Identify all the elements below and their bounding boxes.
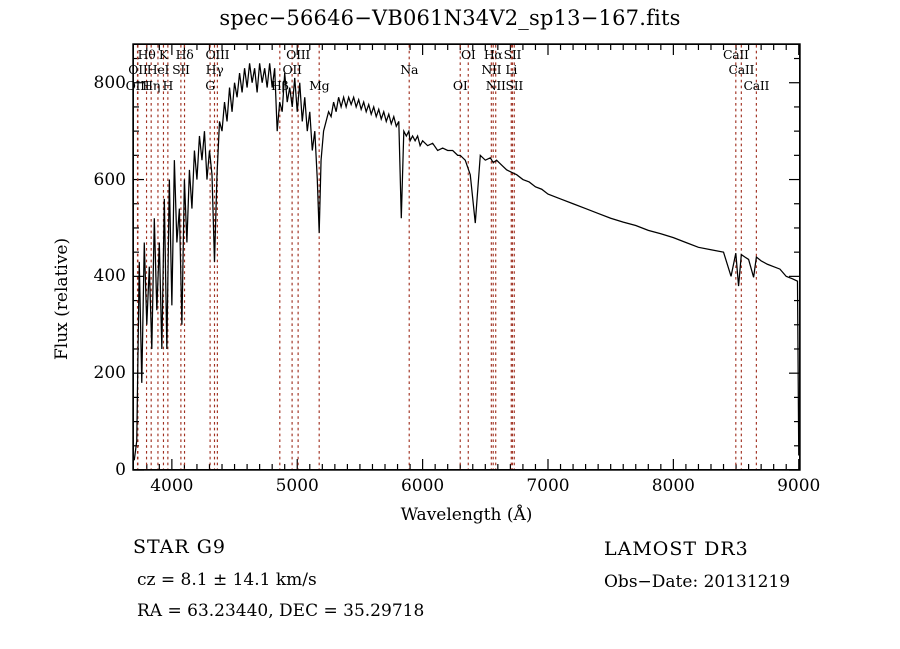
spectral-line-label: NII: [481, 62, 502, 77]
spectral-line-label: Li: [505, 62, 518, 77]
spectral-line-label: SII: [172, 62, 190, 77]
spectral-line-label: CaII: [728, 62, 755, 77]
spectral-line-label: Hγ: [205, 62, 224, 77]
axis-tick-marks: [133, 44, 800, 471]
y-axis-ticks: 0 200 400 600 800: [58, 0, 126, 649]
spectral-line-label: Hδ: [175, 47, 194, 62]
spectral-line-label: Hη: [142, 78, 161, 93]
spectral-line-label: OIII: [125, 78, 150, 93]
spectral-line-label: OIII: [205, 47, 230, 62]
page-title: spec−56646−VB061N34V2_sp13−167.fits: [219, 6, 681, 30]
x-tick-label: 9000: [777, 476, 821, 496]
spectral-line-label: OIII: [286, 47, 311, 62]
footer-survey-name: LAMOST DR3: [604, 538, 749, 560]
footer-redshift-velocity: cz = 8.1 ± 14.1 km/s: [137, 570, 317, 590]
spectral-line-label: OI: [460, 47, 476, 62]
footer-coordinates: RA = 63.23440, DEC = 35.29718: [137, 601, 425, 621]
x-tick-label: 5000: [275, 476, 319, 496]
spectral-line-label: CaII: [743, 78, 770, 93]
spectral-line-label: SII: [503, 47, 522, 62]
y-tick-label: 600: [93, 169, 126, 190]
spectral-line-label: OII: [128, 62, 148, 77]
spectral-line-label: Na: [400, 62, 419, 77]
spectral-line-label: CaII: [722, 47, 749, 62]
x-tick-label: 6000: [400, 476, 445, 496]
spectral-line-label: OII: [282, 62, 302, 77]
spectral-line-label: G: [205, 78, 215, 93]
y-tick-label: 0: [115, 460, 126, 480]
spectral-line-label: Mg: [309, 78, 330, 93]
spectral-line-label: Hα: [483, 47, 503, 62]
spectral-line-label: NII: [485, 78, 506, 93]
spectral-line-label: Hθ: [137, 47, 156, 62]
y-tick-label: 400: [93, 266, 126, 287]
spectral-line-label: SII: [505, 78, 524, 93]
x-tick-label: 7000: [526, 476, 570, 496]
spectral-line-label: HeI: [146, 62, 170, 77]
plot-border: [132, 43, 801, 471]
spectral-line-label: Hβ: [271, 78, 289, 93]
footer-star-class: STAR G9: [133, 536, 226, 558]
x-axis-label: Wavelength (Å): [400, 505, 533, 525]
spectral-line-label: K: [158, 47, 168, 62]
x-tick-label: 4000: [150, 476, 194, 496]
y-tick-label: 200: [93, 363, 126, 384]
spectral-line-label: OI: [452, 78, 468, 93]
spectrum-trace: [133, 63, 800, 461]
y-tick-label: 800: [93, 72, 126, 93]
footer-obs-date: Obs−Date: 20131219: [604, 572, 791, 592]
x-tick-label: 8000: [651, 476, 695, 496]
spectral-line-markers: [136, 45, 757, 469]
spectral-line-label: H: [162, 78, 174, 93]
